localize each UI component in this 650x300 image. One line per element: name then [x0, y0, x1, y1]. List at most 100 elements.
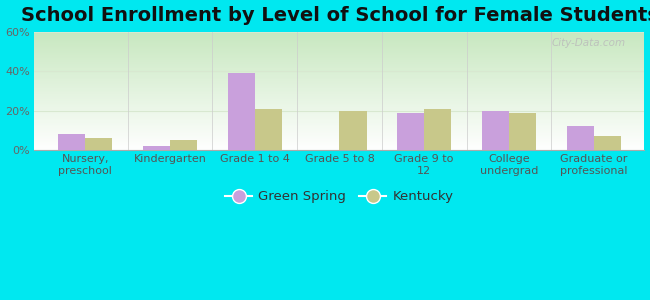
- Bar: [34, 85, 644, 86]
- Bar: [34, 84, 644, 85]
- Bar: [34, 44, 644, 45]
- Bar: [34, 45, 644, 46]
- Bar: [34, 112, 644, 113]
- Bar: [34, 41, 644, 42]
- Bar: [482, 110, 509, 150]
- Bar: [34, 139, 644, 140]
- Bar: [34, 87, 644, 88]
- Bar: [34, 81, 644, 83]
- Bar: [34, 42, 644, 44]
- Bar: [34, 97, 644, 98]
- Bar: [34, 51, 644, 52]
- Bar: [34, 126, 644, 128]
- Bar: [34, 94, 644, 96]
- Bar: [34, 80, 644, 81]
- Bar: [34, 119, 644, 120]
- Bar: [34, 55, 644, 56]
- Bar: [143, 146, 170, 150]
- Bar: [34, 149, 644, 150]
- Bar: [397, 112, 424, 150]
- Bar: [34, 74, 644, 75]
- Bar: [34, 76, 644, 78]
- Bar: [34, 38, 644, 39]
- Bar: [34, 40, 644, 41]
- Bar: [34, 125, 644, 126]
- Bar: [34, 109, 644, 110]
- Bar: [34, 79, 644, 80]
- Bar: [34, 33, 644, 34]
- Title: School Enrollment by Level of School for Female Students: School Enrollment by Level of School for…: [21, 6, 650, 25]
- Bar: [34, 111, 644, 112]
- Bar: [34, 75, 644, 76]
- Bar: [34, 144, 644, 145]
- Bar: [34, 120, 644, 122]
- Bar: [34, 106, 644, 107]
- Bar: [34, 96, 644, 97]
- Bar: [34, 88, 644, 90]
- Bar: [339, 110, 367, 150]
- Bar: [34, 122, 644, 123]
- Bar: [34, 93, 644, 94]
- Bar: [34, 90, 644, 91]
- Bar: [34, 62, 644, 64]
- Bar: [34, 58, 644, 59]
- Bar: [34, 118, 644, 119]
- Bar: [34, 86, 644, 87]
- Bar: [34, 128, 644, 129]
- Bar: [34, 46, 644, 47]
- Bar: [34, 135, 644, 136]
- Bar: [34, 145, 644, 146]
- Bar: [34, 107, 644, 109]
- Bar: [34, 82, 644, 84]
- Bar: [34, 123, 644, 124]
- Bar: [34, 110, 644, 111]
- Bar: [34, 91, 644, 92]
- Bar: [34, 52, 644, 53]
- Bar: [34, 103, 644, 104]
- Bar: [34, 65, 644, 66]
- Bar: [34, 32, 644, 33]
- Text: City-Data.com: City-Data.com: [552, 38, 626, 48]
- Bar: [58, 134, 85, 150]
- Bar: [34, 92, 644, 93]
- Bar: [34, 100, 644, 101]
- Bar: [34, 60, 644, 61]
- Bar: [567, 126, 593, 150]
- Bar: [34, 36, 644, 38]
- Bar: [34, 132, 644, 134]
- Bar: [34, 146, 644, 148]
- Bar: [34, 143, 644, 144]
- Bar: [34, 34, 644, 35]
- Bar: [34, 47, 644, 48]
- Bar: [34, 99, 644, 100]
- Bar: [34, 140, 644, 142]
- Bar: [170, 140, 197, 150]
- Bar: [34, 39, 644, 40]
- Bar: [255, 109, 282, 150]
- Bar: [34, 54, 644, 55]
- Bar: [34, 59, 644, 60]
- Bar: [34, 66, 644, 67]
- Bar: [34, 116, 644, 117]
- Bar: [34, 136, 644, 137]
- Bar: [34, 72, 644, 73]
- Bar: [34, 130, 644, 131]
- Bar: [34, 48, 644, 50]
- Bar: [593, 136, 621, 150]
- Bar: [34, 56, 644, 58]
- Bar: [34, 124, 644, 125]
- Bar: [34, 71, 644, 72]
- Bar: [34, 117, 644, 118]
- Bar: [34, 101, 644, 103]
- Bar: [34, 78, 644, 79]
- Bar: [34, 70, 644, 71]
- Bar: [227, 73, 255, 150]
- Bar: [34, 68, 644, 70]
- Bar: [34, 61, 644, 62]
- Bar: [34, 35, 644, 36]
- Bar: [34, 134, 644, 135]
- Bar: [424, 109, 451, 150]
- Bar: [34, 105, 644, 106]
- Bar: [34, 131, 644, 132]
- Bar: [34, 64, 644, 65]
